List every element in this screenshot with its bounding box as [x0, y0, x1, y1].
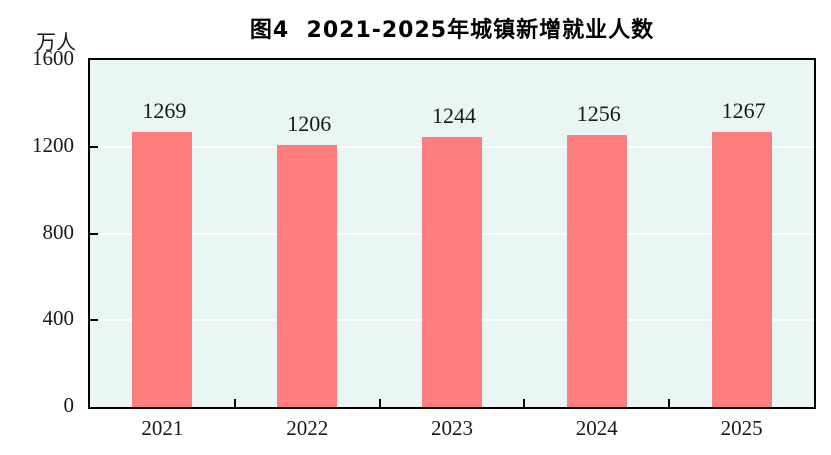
bar-value-label-2021: 1269	[142, 97, 187, 123]
x-axis-tick-label-2024: 2024	[575, 416, 618, 440]
x-axis: 2021 2022 2023 2024 2025	[88, 416, 816, 446]
y-axis-unit-label: 万人	[36, 32, 76, 54]
x-axis-tick-label-2025: 2025	[720, 416, 763, 440]
bar-2023	[422, 137, 482, 407]
x-axis-boundary-tick	[233, 399, 236, 409]
x-axis-boundary-tick	[668, 399, 671, 409]
x-axis-tick-label-2022: 2022	[286, 416, 329, 440]
bar-2021	[132, 131, 193, 407]
bar-value-label-2025: 1267	[721, 98, 766, 124]
y-axis-tick-label-1200: 1200	[32, 132, 74, 157]
bar-2024	[566, 134, 627, 407]
bar-2025	[711, 132, 772, 407]
chart-title: 图4 2021-2025年城镇新增就业人数	[249, 18, 655, 43]
y-tick-1200	[90, 145, 98, 148]
bar-value-label-2024: 1256	[576, 100, 621, 126]
x-axis-boundary-tick	[378, 399, 381, 409]
y-tick-400	[90, 319, 98, 322]
plot-area: 1269 1206 1244 1256 1267	[88, 58, 816, 409]
y-tick-800	[90, 232, 98, 235]
x-axis-tick-label-2021: 2021	[141, 416, 184, 440]
y-axis-tick-label-400: 400	[42, 306, 75, 331]
x-axis-boundary-tick	[523, 399, 526, 409]
y-axis-tick-label-0: 0	[63, 393, 75, 417]
y-axis-tick-label-1600: 1600	[32, 46, 74, 70]
bar-value-label-2022: 1206	[287, 111, 332, 137]
bar-value-label-2023: 1244	[432, 103, 476, 129]
y-axis: 0 400 800 1200 1600	[0, 47, 75, 416]
bar-2022	[277, 145, 338, 407]
y-axis-tick-label-800: 800	[42, 219, 75, 244]
x-axis-tick-label-2023: 2023	[431, 416, 473, 440]
